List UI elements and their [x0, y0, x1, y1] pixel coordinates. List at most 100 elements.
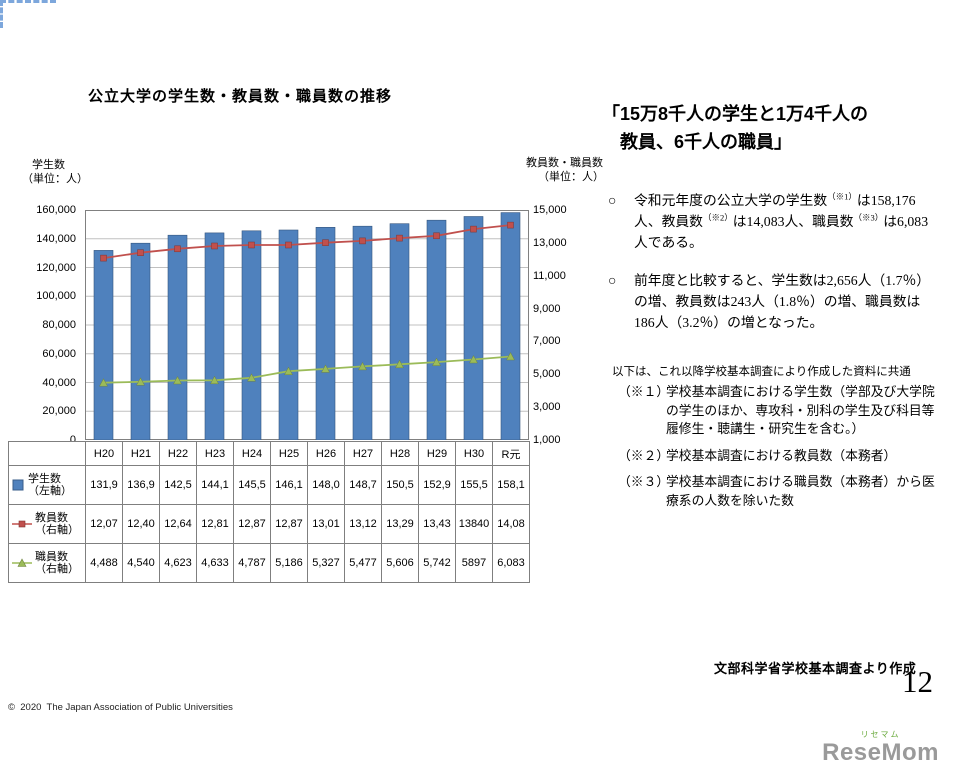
table-value-cell: 4,633 — [196, 543, 234, 583]
square-marker-icon — [507, 221, 514, 229]
copyright: © 2020 The Japan Association of Public U… — [8, 702, 233, 713]
category-label: H22 — [159, 441, 197, 466]
source-attribution: 文部科学省学校基本調査より作成 — [714, 661, 917, 676]
bullet-item: ○ 前年度と比較すると、学生数は2,656人（1.7％）の増、教員数は243人（1… — [608, 270, 936, 333]
footnote-list: （※１） 学校基本調査における学生数（学部及び大学院の学生のほか、専攻科・別科の学… — [618, 383, 946, 518]
table-value-cell: 12,87 — [270, 504, 308, 544]
note-intro: 以下は、これ以降学校基本調査により作成した資料に共通 — [612, 366, 911, 378]
footnote-label: （※２） — [618, 448, 670, 463]
right-axis-tick: 15,000 — [533, 204, 567, 216]
left-axis-label-line1: 学生数 — [32, 159, 65, 171]
table-value-cell: 12,81 — [196, 504, 234, 544]
right-axis-tick: 1,000 — [533, 434, 561, 446]
table-value-cell: 148,7 — [344, 465, 382, 505]
table-value-cell: 5,606 — [381, 543, 419, 583]
table-value-cell: 4,540 — [122, 543, 160, 583]
bullet-marker: ○ — [608, 273, 617, 288]
bar — [204, 232, 225, 440]
left-axis-tick: 80,000 — [42, 319, 76, 331]
table-value-cell: 12,07 — [85, 504, 123, 544]
table-value-cell: 12,40 — [122, 504, 160, 544]
bar — [130, 242, 151, 440]
right-axis-label: 教員数・職員数 （単位：人） — [526, 156, 604, 184]
category-label: H27 — [344, 441, 382, 466]
left-axis-tick: 140,000 — [36, 232, 76, 245]
legend-label: 学生数 （左軸） — [28, 472, 72, 498]
category-label: H23 — [196, 441, 234, 466]
bar — [500, 212, 521, 440]
triangle-marker-icon — [99, 378, 108, 387]
left-axis-tick: 160,000 — [36, 204, 76, 216]
table-value-cell: 136,9 — [122, 465, 160, 505]
table-corner-cell — [8, 441, 86, 466]
triangle-marker-icon — [469, 354, 478, 364]
square-marker-icon — [433, 232, 440, 240]
bar — [241, 230, 262, 440]
footnote-item: （※１） 学校基本調査における学生数（学部及び大学院の学生のほか、専攻科・別科の学… — [618, 383, 946, 439]
right-axis-tick: 3,000 — [533, 401, 561, 414]
footnote-label: （※１） — [618, 385, 670, 399]
table-value-cell: 14,08 — [492, 504, 530, 544]
table-value-cell: 4,623 — [159, 543, 197, 583]
table-value-cell: 146,1 — [270, 465, 308, 505]
legend-label: 職員数 （右軸） — [35, 550, 79, 576]
gridlines — [85, 210, 529, 412]
bar-square-icon — [12, 479, 25, 491]
legend-cell: 教員数 （右軸） — [8, 504, 86, 544]
triangle-marker-icon — [284, 366, 293, 375]
table-value-cell: 5,327 — [307, 543, 345, 583]
square-marker-icon — [137, 249, 144, 256]
square-marker-icon — [470, 225, 477, 233]
table-value-cell: 6,083 — [492, 543, 530, 583]
bullet-text: 令和元年度の公立大学の学生数（※1）は158,176人、教員数（※2）は14,0… — [634, 191, 929, 250]
headline-line2: 教員、6千人の職員」 — [620, 132, 793, 152]
table-value-cell: 12,87 — [233, 504, 271, 544]
line-triangle-icon — [12, 557, 32, 569]
right-axis-label-line2: （単位：人） — [538, 171, 604, 183]
bar — [315, 226, 336, 440]
table-value-cell: 4,787 — [233, 543, 271, 583]
legend-cell: 職員数 （右軸） — [8, 543, 86, 583]
category-label: H20 — [85, 441, 123, 466]
bar — [389, 223, 410, 440]
bar — [93, 250, 114, 440]
table-value-cell: 145,5 — [233, 465, 271, 505]
triangle-marker-icon — [321, 364, 330, 373]
page-number: 12 — [902, 664, 933, 699]
right-axis-label-line1: 教員数・職員数 — [526, 157, 603, 169]
faculty-line-series — [100, 221, 514, 262]
table-value-cell: 155,5 — [455, 465, 493, 505]
footnote-text: 学校基本調査における学生数（学部及び大学院の学生のほか、専攻科・別科の学生及び科… — [666, 385, 935, 436]
headline: 「15万8千人の学生と1万4千人の 教員、6千人の職員」 — [602, 100, 952, 156]
bar — [278, 229, 299, 440]
table-value-cell: 131,9 — [85, 465, 123, 505]
square-marker-icon — [285, 241, 292, 249]
line-square-icon — [12, 518, 32, 530]
left-axis-tick: 120,000 — [36, 261, 76, 274]
triangle-marker-icon — [506, 351, 515, 361]
footnote-item: （※３） 学校基本調査における職員数（本務者）から医療系の人数を除いた数 — [618, 473, 946, 510]
left-axis-tick: 100,000 — [36, 290, 76, 303]
bullet-marker: ○ — [608, 193, 617, 208]
right-axis-ticks: 15,000 13,000 11,000 9,000 7,000 5,000 3,000 1,… — [533, 0, 593, 770]
table-value-cell: 4,488 — [85, 543, 123, 583]
footnote-text: 学校基本調査における職員数（本務者）から医療系の人数を除いた数 — [666, 475, 935, 508]
triangle-marker-icon — [173, 375, 182, 385]
footnote-item: （※２） 学校基本調査における教員数（本務者） — [618, 447, 946, 466]
table-value-cell: 150,5 — [381, 465, 419, 505]
left-axis-ticks: 160,000 140,000 120,000 100,000 80,000 60,000… — [0, 0, 80, 770]
table-value-cell: 144,1 — [196, 465, 234, 505]
legend-label: 教員数 （右軸） — [35, 511, 79, 537]
right-axis-tick: 13,000 — [533, 236, 567, 249]
chart-plot — [85, 210, 529, 440]
square-marker-icon — [359, 237, 366, 245]
category-label: H24 — [233, 441, 271, 466]
right-axis-tick: 11,000 — [533, 269, 566, 282]
table-value-cell: 13840 — [455, 504, 493, 544]
left-axis-tick: 60,000 — [42, 347, 76, 360]
chart-title: 公立大学の学生数・教員数・職員数の推移 — [88, 88, 393, 105]
plot-frame — [85, 210, 529, 440]
table-value-cell: 5,477 — [344, 543, 382, 583]
square-marker-icon — [100, 254, 107, 262]
